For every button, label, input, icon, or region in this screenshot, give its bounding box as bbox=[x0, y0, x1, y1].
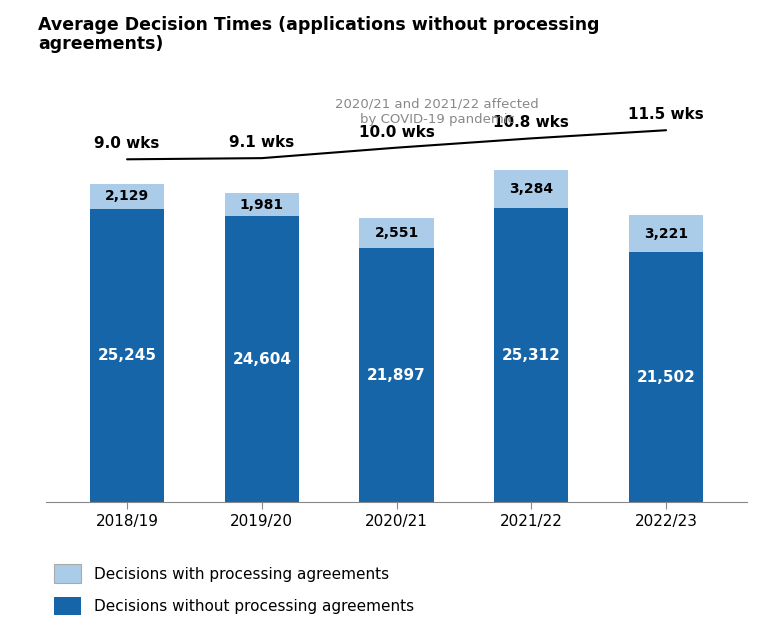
Text: 3,221: 3,221 bbox=[644, 227, 688, 241]
Text: 25,312: 25,312 bbox=[502, 348, 561, 363]
Legend: Decisions with processing agreements, Decisions without processing agreements: Decisions with processing agreements, De… bbox=[54, 564, 413, 616]
Bar bbox=[225, 193, 299, 216]
Text: 25,245: 25,245 bbox=[98, 348, 156, 363]
Bar bbox=[360, 248, 434, 502]
Bar bbox=[494, 170, 568, 208]
Bar bbox=[225, 216, 299, 502]
Text: 2020/21 and 2021/22 affected
by COVID-19 pandemic: 2020/21 and 2021/22 affected by COVID-19… bbox=[335, 98, 539, 126]
Bar bbox=[629, 215, 703, 252]
Text: 2,129: 2,129 bbox=[105, 189, 149, 204]
Bar bbox=[90, 184, 164, 209]
Bar bbox=[494, 208, 568, 502]
Text: 21,502: 21,502 bbox=[637, 370, 695, 385]
Text: agreements): agreements) bbox=[38, 35, 164, 53]
Bar bbox=[629, 252, 703, 502]
Text: 3,284: 3,284 bbox=[509, 182, 554, 196]
Text: 10.0 wks: 10.0 wks bbox=[359, 124, 434, 140]
Text: 10.8 wks: 10.8 wks bbox=[494, 115, 569, 130]
Text: 24,604: 24,604 bbox=[233, 352, 291, 367]
Bar bbox=[90, 209, 164, 502]
Text: 2,551: 2,551 bbox=[374, 226, 419, 240]
Text: 9.0 wks: 9.0 wks bbox=[95, 136, 159, 151]
Text: 21,897: 21,897 bbox=[367, 368, 426, 383]
Text: 9.1 wks: 9.1 wks bbox=[229, 135, 294, 150]
Text: 1,981: 1,981 bbox=[239, 198, 284, 212]
Bar bbox=[360, 218, 434, 248]
Text: 11.5 wks: 11.5 wks bbox=[628, 107, 704, 122]
Text: Average Decision Times (applications without processing: Average Decision Times (applications wit… bbox=[38, 16, 600, 34]
